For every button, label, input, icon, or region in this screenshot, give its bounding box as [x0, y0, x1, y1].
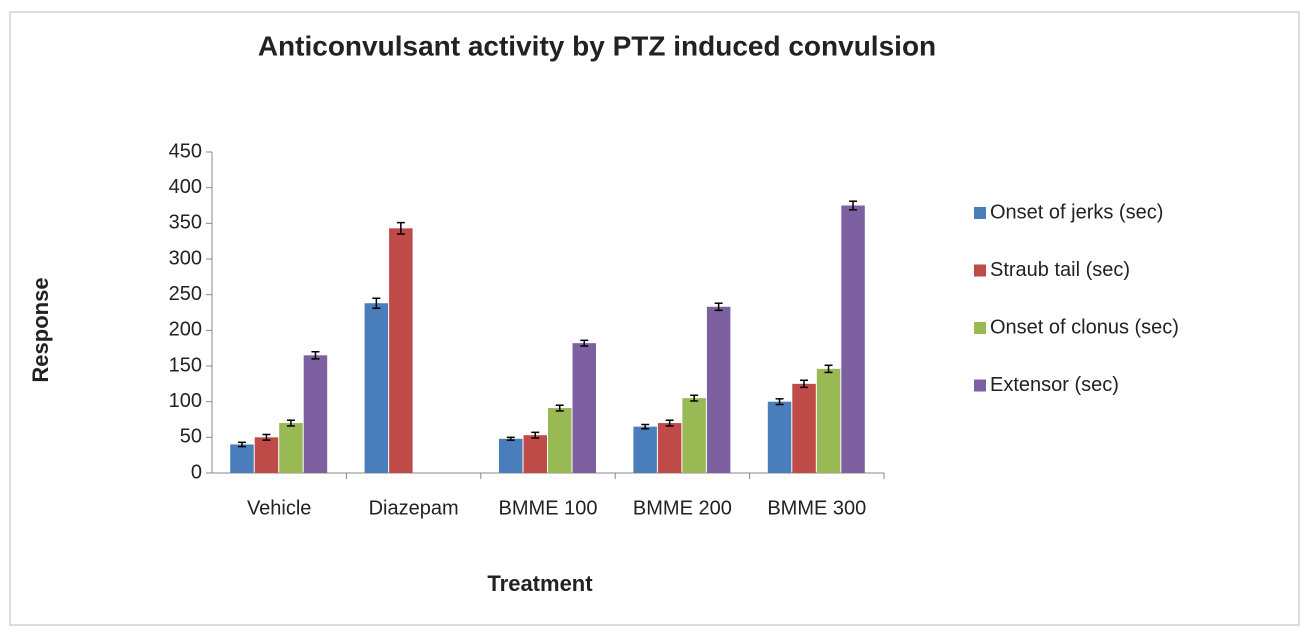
error-bar: [396, 221, 405, 235]
bar: [254, 437, 279, 473]
bar: [389, 228, 413, 473]
bar: [279, 423, 303, 473]
legend-swatch: [974, 322, 986, 334]
legend-label: Extensor (sec): [990, 374, 1119, 396]
bar: [499, 438, 523, 473]
error-bar: [262, 433, 271, 441]
error-bar: [775, 398, 784, 406]
legend-swatch: [974, 379, 986, 392]
legend-swatch: [974, 264, 986, 277]
y-tick-label: 250: [169, 283, 202, 305]
error-bar: [641, 423, 650, 430]
y-tick-label: 200: [169, 319, 202, 341]
error-bar: [714, 302, 723, 312]
error-bar: [506, 436, 515, 441]
x-tick-label: Vehicle: [247, 497, 312, 519]
bar: [230, 444, 254, 473]
error-bar: [824, 364, 833, 374]
y-tick-label: 0: [191, 461, 202, 483]
legend-label: Onset of jerks (sec): [990, 201, 1163, 223]
bar: [657, 423, 682, 473]
x-axis-label: Treatment: [487, 571, 593, 596]
chart-border: [9, 11, 1300, 626]
y-tick-label: 100: [169, 390, 202, 412]
bar: [633, 426, 657, 473]
error-bar: [665, 419, 674, 427]
y-tick-label: 150: [169, 354, 202, 376]
x-tick-label: BMME 100: [499, 497, 598, 519]
legend-label: Onset of clonus (sec): [990, 316, 1179, 338]
bar: [682, 398, 706, 473]
bar: [303, 355, 328, 473]
error-bar: [690, 394, 699, 402]
y-axis-label: Response: [28, 277, 53, 382]
error-bar: [849, 200, 858, 211]
error-bar: [555, 404, 564, 412]
error-bar: [372, 297, 381, 309]
error-bar: [237, 441, 246, 448]
bar: [523, 435, 547, 473]
bar: [364, 303, 389, 473]
y-tick-label: 350: [169, 212, 202, 234]
legend-label: Straub tail (sec): [990, 259, 1130, 281]
error-bar: [531, 431, 540, 439]
bar: [706, 306, 731, 473]
y-tick-label: 400: [169, 176, 202, 198]
y-tick-label: 300: [169, 247, 202, 269]
y-tick-label: 50: [180, 426, 202, 448]
bar: [792, 383, 816, 473]
bar: [548, 408, 572, 473]
legend-swatch: [974, 207, 986, 219]
y-tick-label: 450: [169, 140, 202, 162]
error-bar: [286, 419, 295, 427]
bar: [816, 368, 841, 473]
bar: [572, 343, 596, 473]
error-bar: [311, 350, 320, 360]
error-bar: [800, 379, 809, 389]
x-tick-label: BMME 200: [633, 497, 732, 519]
x-tick-label: Diazepam: [369, 497, 459, 519]
bar: [767, 401, 792, 473]
chart-title: Anticonvulsant activity by PTZ induced c…: [258, 30, 936, 61]
error-bar: [580, 339, 589, 347]
bar: [841, 205, 865, 473]
x-tick-label: BMME 300: [767, 497, 866, 519]
